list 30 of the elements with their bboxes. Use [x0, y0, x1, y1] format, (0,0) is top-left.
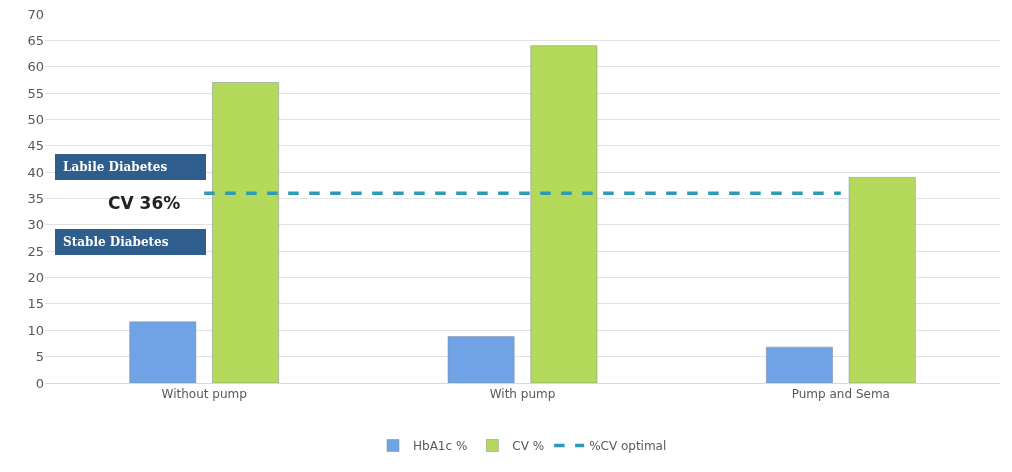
bar: [766, 346, 833, 383]
x-tick-label: With pump: [489, 387, 556, 402]
y-tick-label: 45: [27, 138, 44, 154]
y-tick-label: 5: [35, 349, 44, 365]
annotation: CV 36%: [108, 193, 181, 213]
y-tick-label: 30: [27, 217, 44, 233]
y-tick-label: 15: [27, 296, 44, 312]
bar: [530, 45, 598, 383]
label-box: Stable Diabetes: [55, 229, 206, 255]
legend-label: HbA1c %: [413, 439, 468, 454]
y-tick-label: 70: [27, 6, 44, 22]
bar: [447, 336, 515, 383]
y-tick-label: 20: [27, 270, 44, 286]
y-tick-label: 35: [27, 191, 44, 207]
legend-label: CV %: [512, 439, 545, 454]
y-tick-label: 50: [27, 111, 44, 127]
bar: [212, 82, 279, 383]
y-tick-label: 60: [27, 59, 44, 75]
y-tick-label: 10: [27, 322, 44, 338]
y-tick-label: 55: [27, 85, 44, 101]
bar: [129, 321, 197, 383]
y-tick-label: 25: [27, 243, 44, 259]
y-tick-label: 65: [27, 32, 44, 48]
x-tick-label: Pump and Sema: [791, 387, 890, 402]
y-tick-label: 0: [35, 375, 44, 391]
bar: [848, 177, 916, 383]
label-box: Labile Diabetes: [55, 154, 206, 180]
legend-label: %CV optimal: [589, 439, 667, 454]
x-tick-label: Without pump: [161, 387, 247, 402]
y-tick-label: 40: [27, 164, 44, 180]
